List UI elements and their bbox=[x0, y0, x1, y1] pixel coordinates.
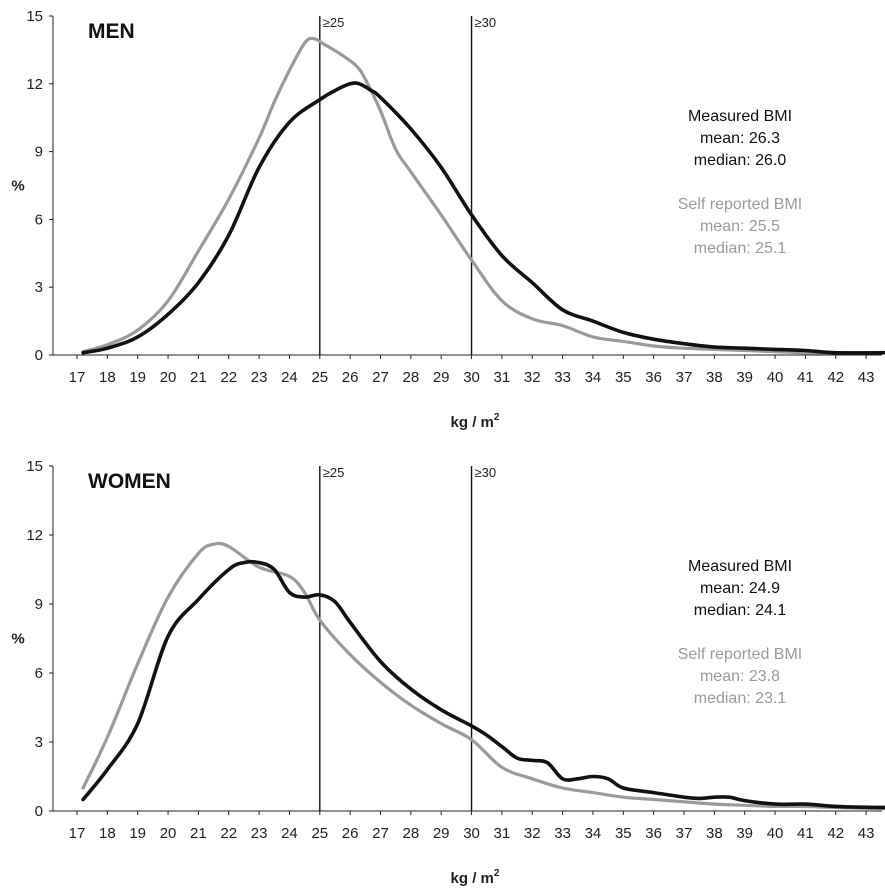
x-tick-label: 35 bbox=[615, 825, 632, 842]
x-tick-label: 36 bbox=[645, 825, 662, 842]
y-axis-label: % bbox=[11, 631, 24, 648]
x-tick-label: 38 bbox=[706, 369, 723, 386]
x-tick-label: 39 bbox=[736, 825, 753, 842]
x-tick-label: 28 bbox=[403, 369, 420, 386]
y-tick-label: 6 bbox=[35, 211, 43, 228]
y-tick-label: 9 bbox=[35, 596, 43, 613]
threshold-label: ≥25 bbox=[323, 15, 345, 30]
x-tick-label: 36 bbox=[645, 369, 662, 386]
x-tick-label: 29 bbox=[433, 825, 450, 842]
x-tick-label: 42 bbox=[827, 369, 844, 386]
annotation-measured-title: Measured BMI bbox=[688, 108, 792, 125]
y-tick-label: 0 bbox=[35, 803, 43, 820]
x-tick-label: 41 bbox=[797, 825, 814, 842]
threshold-label: ≥25 bbox=[323, 465, 345, 480]
x-tick-label: 21 bbox=[190, 369, 207, 386]
series-line-measured bbox=[81, 81, 885, 355]
x-tick-label: 25 bbox=[311, 825, 328, 842]
annotation-measured-median: median: 26.0 bbox=[694, 152, 787, 169]
y-tick-label: 12 bbox=[26, 527, 43, 544]
y-tick-label: 6 bbox=[35, 665, 43, 682]
x-tick-label: 34 bbox=[585, 369, 602, 386]
x-tick-label: 33 bbox=[554, 369, 571, 386]
y-tick-label: 3 bbox=[35, 279, 43, 296]
x-tick-label: 38 bbox=[706, 825, 723, 842]
x-tick-label: 24 bbox=[281, 369, 298, 386]
annotation-self-reported-mean: mean: 25.5 bbox=[700, 218, 780, 235]
x-tick-label: 34 bbox=[585, 825, 602, 842]
x-tick-label: 43 bbox=[858, 825, 875, 842]
x-tick-label: 24 bbox=[281, 825, 298, 842]
x-tick-label: 42 bbox=[827, 825, 844, 842]
panel-title: MEN bbox=[88, 20, 135, 43]
annotation-self-reported-title: Self reported BMI bbox=[678, 196, 803, 213]
x-tick-label: 33 bbox=[554, 825, 571, 842]
x-tick-label: 25 bbox=[311, 369, 328, 386]
x-tick-label: 22 bbox=[220, 825, 237, 842]
x-tick-label: 23 bbox=[251, 825, 268, 842]
x-tick-label: 19 bbox=[129, 369, 146, 386]
x-tick-label: 20 bbox=[160, 825, 177, 842]
x-tick-label: 28 bbox=[403, 825, 420, 842]
x-tick-label: 20 bbox=[160, 369, 177, 386]
x-tick-label: 17 bbox=[69, 369, 86, 386]
y-tick-label: 12 bbox=[26, 76, 43, 93]
y-tick-label: 9 bbox=[35, 144, 43, 161]
x-tick-label: 27 bbox=[372, 369, 389, 386]
x-tick-label: 22 bbox=[220, 369, 237, 386]
x-tick-label: 40 bbox=[767, 369, 784, 386]
x-axis-label: kg / m2 bbox=[451, 868, 500, 887]
y-tick-label: 0 bbox=[35, 347, 43, 364]
y-tick-label: 15 bbox=[26, 8, 43, 25]
x-tick-label: 18 bbox=[99, 369, 116, 386]
x-tick-label: 40 bbox=[767, 825, 784, 842]
x-tick-label: 26 bbox=[342, 369, 359, 386]
y-tick-label: 3 bbox=[35, 734, 43, 751]
annotation-measured-mean: mean: 26.3 bbox=[700, 130, 780, 147]
annotation-measured-median: median: 24.1 bbox=[694, 602, 787, 619]
y-tick-label: 15 bbox=[26, 458, 43, 475]
x-tick-label: 17 bbox=[69, 825, 86, 842]
x-tick-label: 30 bbox=[463, 825, 480, 842]
series-line-measured bbox=[81, 559, 885, 810]
panel-title: WOMEN bbox=[88, 470, 171, 493]
annotation-self-reported-median: median: 25.1 bbox=[694, 240, 787, 257]
x-tick-label: 43 bbox=[858, 369, 875, 386]
x-tick-label: 19 bbox=[129, 825, 146, 842]
x-tick-label: 37 bbox=[676, 369, 693, 386]
annotation-self-reported-title: Self reported BMI bbox=[678, 646, 803, 663]
series-line-self-reported bbox=[81, 36, 885, 355]
x-tick-label: 29 bbox=[433, 369, 450, 386]
x-tick-label: 30 bbox=[463, 369, 480, 386]
threshold-label: ≥30 bbox=[475, 15, 497, 30]
threshold-label: ≥30 bbox=[475, 465, 497, 480]
x-tick-label: 32 bbox=[524, 369, 541, 386]
x-tick-label: 26 bbox=[342, 825, 359, 842]
x-tick-label: 31 bbox=[494, 825, 511, 842]
x-tick-label: 41 bbox=[797, 369, 814, 386]
x-tick-label: 37 bbox=[676, 825, 693, 842]
x-tick-label: 27 bbox=[372, 825, 389, 842]
annotation-measured-mean: mean: 24.9 bbox=[700, 580, 780, 597]
x-tick-label: 31 bbox=[494, 369, 511, 386]
x-axis-label: kg / m2 bbox=[451, 412, 500, 431]
x-tick-label: 32 bbox=[524, 825, 541, 842]
x-tick-label: 39 bbox=[736, 369, 753, 386]
x-tick-label: 18 bbox=[99, 825, 116, 842]
y-axis-label: % bbox=[11, 178, 24, 195]
x-tick-label: 23 bbox=[251, 369, 268, 386]
x-tick-label: 21 bbox=[190, 825, 207, 842]
x-tick-label: 35 bbox=[615, 369, 632, 386]
annotation-self-reported-mean: mean: 23.8 bbox=[700, 668, 780, 685]
series-line-self-reported bbox=[81, 541, 885, 811]
annotation-self-reported-median: median: 23.1 bbox=[694, 690, 787, 707]
annotation-measured-title: Measured BMI bbox=[688, 558, 792, 575]
